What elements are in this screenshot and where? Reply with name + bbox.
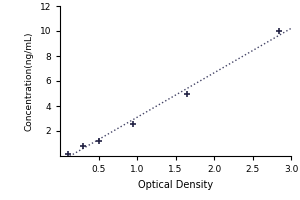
Y-axis label: Concentration(ng/mL): Concentration(ng/mL) xyxy=(25,31,34,131)
X-axis label: Optical Density: Optical Density xyxy=(138,180,213,190)
